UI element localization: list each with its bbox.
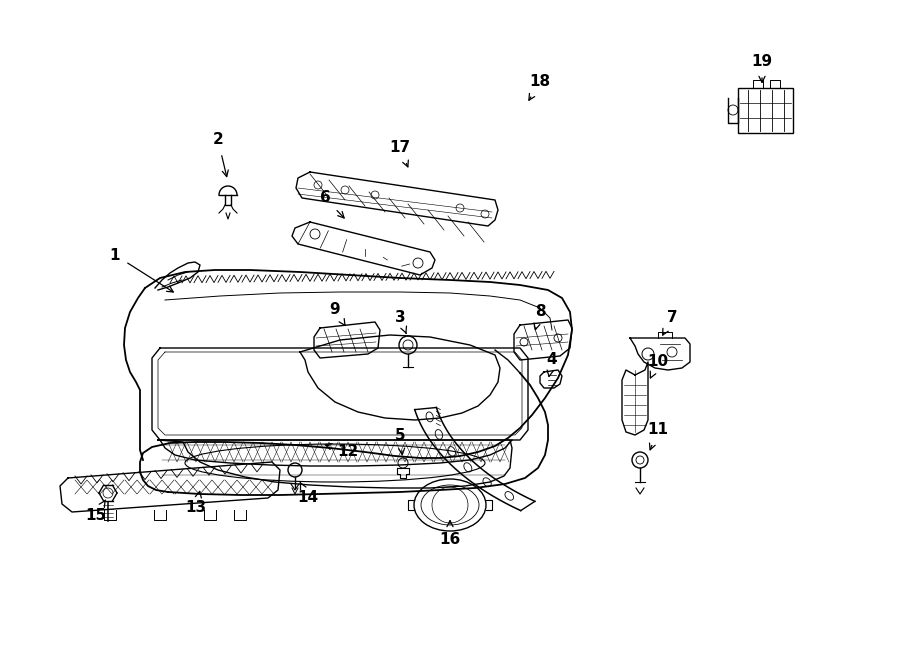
Text: 6: 6: [320, 190, 344, 218]
Bar: [738, 88, 793, 133]
Text: 14: 14: [297, 483, 319, 506]
Text: 19: 19: [752, 54, 772, 83]
Text: 12: 12: [325, 444, 358, 459]
Text: 18: 18: [529, 75, 551, 100]
Text: 15: 15: [86, 500, 106, 522]
Text: 11: 11: [647, 422, 669, 450]
Text: 4: 4: [546, 352, 557, 377]
Text: 17: 17: [390, 141, 410, 167]
Text: 2: 2: [212, 132, 229, 176]
Text: 16: 16: [439, 521, 461, 547]
Text: 8: 8: [534, 305, 545, 330]
Text: 1: 1: [110, 247, 174, 292]
Text: 5: 5: [395, 428, 405, 455]
Text: 3: 3: [395, 311, 407, 334]
Text: 13: 13: [185, 491, 207, 516]
Text: 10: 10: [647, 354, 669, 378]
Text: 9: 9: [329, 303, 345, 325]
Text: 7: 7: [662, 311, 678, 335]
